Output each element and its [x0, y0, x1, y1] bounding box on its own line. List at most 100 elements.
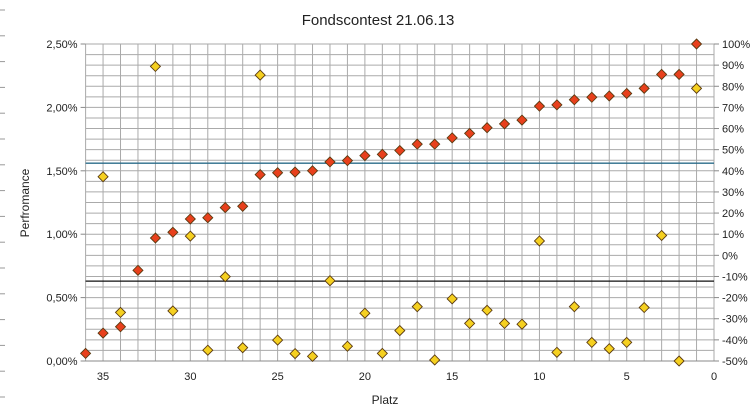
performance-point [132, 264, 144, 276]
y-left-tick-label: 0,50% [46, 293, 77, 305]
performance-point [673, 68, 685, 81]
secondary-point [481, 304, 493, 316]
performance-point [690, 38, 703, 50]
secondary-point [463, 317, 476, 330]
performance-point [341, 155, 354, 167]
performance-point [97, 327, 109, 339]
secondary-point [289, 347, 301, 360]
y-right-tick-label: 20% [722, 208, 744, 220]
y-left-tick-label: 1,00% [46, 229, 77, 241]
performance-point [586, 91, 598, 103]
y-right-tick-label: 30% [722, 187, 744, 199]
secondary-point [271, 334, 284, 346]
y-right-tick-label: -30% [722, 314, 748, 326]
performance-point [621, 87, 633, 100]
performance-point [79, 347, 92, 360]
secondary-point [341, 340, 354, 352]
performance-point [149, 232, 162, 244]
performance-point [463, 127, 476, 140]
performance-point [533, 100, 546, 112]
secondary-point [394, 324, 406, 337]
secondary-point [603, 343, 615, 355]
secondary-point [114, 306, 127, 319]
secondary-point [324, 275, 336, 287]
performance-point [306, 165, 319, 177]
secondary-point [621, 336, 633, 349]
y-right-tick-label: -20% [722, 293, 748, 305]
performance-point [481, 122, 493, 134]
secondary-point [429, 354, 441, 366]
secondary-point [306, 350, 319, 362]
secondary-point [498, 317, 511, 330]
left-edge-marks [0, 9, 5, 398]
secondary-point [586, 336, 598, 349]
x-tick-label: 0 [711, 371, 717, 383]
secondary-point [376, 347, 388, 360]
secondary-point [690, 82, 703, 95]
performance-point [271, 167, 284, 179]
data-points [79, 38, 703, 367]
performance-point [498, 118, 511, 130]
x-tick-label: 20 [359, 371, 371, 383]
performance-point [411, 138, 423, 150]
secondary-point [551, 346, 563, 358]
reference-lines [85, 162, 714, 282]
y-right-tick-label: -50% [722, 356, 748, 368]
secondary-point [254, 69, 266, 81]
y-right-tick-label: 70% [722, 102, 744, 114]
secondary-point [149, 60, 162, 73]
performance-point [219, 201, 231, 214]
y-right-tick-label: 0% [722, 250, 738, 262]
chart-title: Fondscontest 21.06.13 [302, 12, 455, 29]
secondary-point [568, 301, 580, 313]
secondary-point [359, 307, 371, 319]
performance-point [254, 168, 266, 181]
performance-point [568, 94, 580, 106]
secondary-point [516, 318, 528, 330]
y-right-tick-label: 90% [722, 60, 744, 72]
grid [85, 43, 715, 362]
x-axis-label: Platz [372, 393, 399, 407]
y-axis-label: Perfromance [18, 168, 32, 237]
y-right-tick-label: 100% [722, 39, 750, 51]
secondary-point [655, 229, 668, 242]
secondary-point [446, 293, 458, 305]
secondary-point [97, 171, 109, 183]
y-right-tick-label: -40% [722, 335, 748, 347]
y-right-tick-label: 80% [722, 81, 744, 93]
performance-point [167, 226, 179, 238]
y-left-tick-label: 2,00% [46, 102, 77, 114]
y-right-tick-label: -10% [722, 271, 748, 283]
y-right-tick-label: 50% [722, 145, 744, 157]
performance-point [376, 148, 388, 160]
performance-point [237, 200, 249, 212]
performance-point [394, 144, 406, 157]
y-right-tick-label: 40% [722, 166, 744, 178]
y-right-tick-label: 10% [722, 229, 744, 241]
secondary-point [533, 235, 546, 247]
y-left-tick-label: 1,50% [46, 166, 77, 178]
performance-point [446, 132, 458, 144]
secondary-point [673, 355, 685, 367]
performance-point [655, 68, 668, 81]
secondary-point [202, 344, 214, 356]
performance-point [429, 138, 441, 150]
secondary-point [219, 271, 231, 283]
axes: 35 30 25 20 15 10 5 0 0,00% 0,50% 1,00% 1,50% 2,00% 2… [46, 39, 750, 383]
x-tick-label: 10 [533, 371, 545, 383]
y-right-tick-label: 60% [722, 124, 744, 136]
x-tick-label: 35 [97, 371, 109, 383]
y-left-tick-label: 0,00% [46, 356, 77, 368]
y-left-tick-label: 2,50% [46, 39, 77, 51]
x-tick-label: 25 [271, 371, 283, 383]
secondary-point [237, 342, 249, 354]
performance-point [551, 99, 563, 111]
performance-point [359, 149, 371, 162]
x-tick-label: 30 [184, 371, 196, 383]
performance-point [516, 114, 528, 126]
secondary-point [411, 301, 423, 313]
secondary-point [167, 305, 179, 317]
performance-point [638, 82, 650, 95]
